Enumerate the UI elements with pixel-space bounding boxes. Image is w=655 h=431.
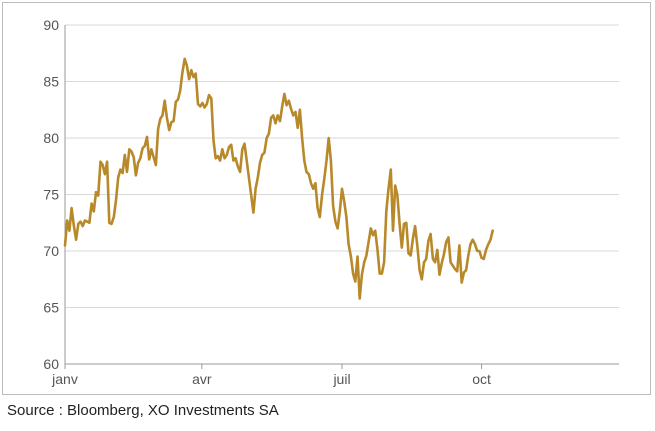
gridlines	[65, 24, 619, 308]
axes	[64, 25, 619, 369]
y-tick-labels: 60 65 70 75 80 85 90	[43, 17, 59, 372]
series-layer	[63, 57, 494, 300]
y-tick-label-80: 80	[43, 130, 59, 146]
x-tick-label-janv: janv	[51, 371, 78, 387]
x-tick-label-avr: avr	[192, 371, 212, 387]
source-note: Source : Bloomberg, XO Investments SA	[7, 402, 279, 419]
x-tick-label-oct: oct	[472, 371, 491, 387]
y-tick-label-85: 85	[43, 74, 59, 90]
series-line-0	[63, 57, 494, 300]
y-tick-label-75: 75	[43, 187, 59, 203]
y-tick-label-70: 70	[43, 243, 59, 259]
line-chart: 60 65 70 75 80 85 90 janv avr juil oct	[43, 17, 619, 387]
y-tick-label-65: 65	[43, 300, 59, 316]
chart-frame	[2, 2, 651, 395]
x-tick-labels: janv avr juil oct	[51, 371, 491, 387]
x-tick-label-juil: juil	[332, 371, 350, 387]
y-tick-label-60: 60	[43, 356, 59, 372]
y-tick-label-90: 90	[43, 17, 59, 33]
